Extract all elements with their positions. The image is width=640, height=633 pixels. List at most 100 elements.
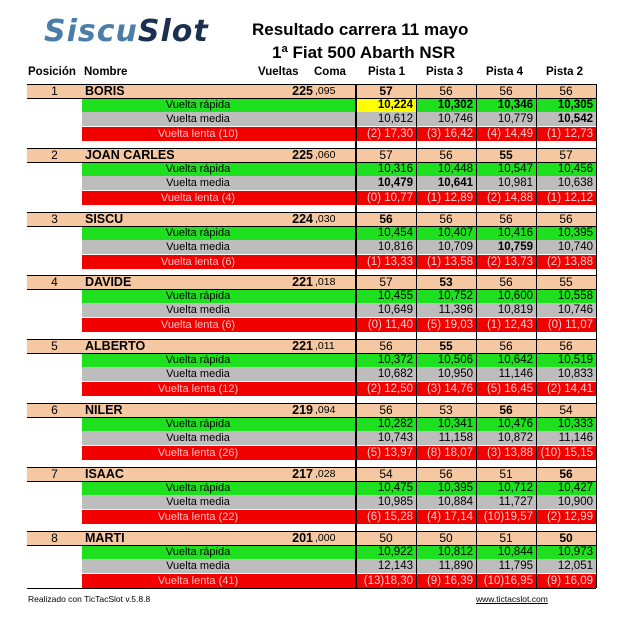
- footer-credit: Realizado con TicTacSlot v.5.8.8: [28, 594, 151, 604]
- slowest-lap: (6) 15,28: [356, 510, 416, 524]
- fastest-lap: 10,448: [416, 162, 476, 176]
- fastest-lap: 10,456: [536, 162, 596, 176]
- blank-cell: [27, 255, 82, 269]
- red-filler: [314, 127, 356, 141]
- label-vuelta-rapida: Vuelta rápida: [82, 162, 314, 176]
- slowest-lap: (3) 14,76: [416, 382, 476, 396]
- label-vuelta-rapida: Vuelta rápida: [82, 98, 314, 112]
- laps-count: 225: [252, 84, 314, 98]
- average-lap: 10,900: [536, 495, 596, 509]
- label-vuelta-rapida: Vuelta rápida: [82, 417, 314, 431]
- slow-lap-count: (26): [218, 447, 239, 459]
- average-lap: 10,985: [356, 495, 416, 509]
- fastest-lap: 10,922: [356, 545, 416, 559]
- blank-cell: [27, 353, 82, 367]
- header-nombre: Nombre: [84, 66, 128, 78]
- fastest-lap: 10,506: [416, 353, 476, 367]
- slow-lap-count: (41): [218, 575, 239, 587]
- grey-filler: [314, 303, 356, 317]
- average-lap: 10,819: [476, 303, 536, 317]
- slowest-lap: (0) 11,40: [356, 318, 416, 332]
- blank-cell: [27, 98, 82, 112]
- blank-cell: [27, 176, 82, 190]
- fastest-lap: 10,558: [536, 289, 596, 303]
- logo-ot: ot: [171, 14, 209, 49]
- laps-per-track: 56: [356, 339, 416, 353]
- average-lap: 11,146: [476, 367, 536, 381]
- label-lenta-text: Vuelta lenta: [160, 256, 219, 268]
- grid-line: [476, 84, 477, 588]
- slowest-lap: (8) 18,07: [416, 446, 476, 460]
- fastest-lap: 10,600: [476, 289, 536, 303]
- fastest-lap: 10,305: [536, 98, 596, 112]
- blank-cell: [27, 191, 82, 205]
- laps-per-track: 50: [416, 531, 476, 545]
- label-vuelta-lenta: Vuelta lenta (6): [82, 255, 314, 269]
- race-title: Resultado carrera 11 mayo: [252, 20, 469, 39]
- fastest-lap: 10,372: [356, 353, 416, 367]
- grid-line: [27, 403, 596, 404]
- red-filler: [314, 446, 356, 460]
- header-coma: Coma: [314, 66, 346, 78]
- average-lap: 10,746: [536, 303, 596, 317]
- average-lap: 10,746: [416, 112, 476, 126]
- label-lenta-text: Vuelta lenta: [157, 447, 216, 459]
- laps-per-track: 53: [416, 403, 476, 417]
- label-vuelta-media: Vuelta media: [82, 559, 314, 573]
- fastest-lap: 10,346: [476, 98, 536, 112]
- header-pista4: Pista 4: [486, 66, 524, 78]
- blank-cell: [27, 112, 82, 126]
- fastest-lap: 10,642: [476, 353, 536, 367]
- fastest-lap: 10,844: [476, 545, 536, 559]
- grey-filler: [314, 495, 356, 509]
- label-vuelta-media: Vuelta media: [82, 303, 314, 317]
- laps-per-track: 54: [356, 467, 416, 481]
- grid-line: [27, 162, 596, 163]
- logo-sl: Sl: [137, 14, 172, 49]
- average-lap: 10,779: [476, 112, 536, 126]
- slowest-lap: (4) 17,14: [416, 510, 476, 524]
- slowest-lap: (1) 12,43: [476, 318, 536, 332]
- grey-filler: [314, 112, 356, 126]
- green-filler: [314, 417, 356, 431]
- laps-fraction: ,094: [314, 403, 356, 417]
- label-vuelta-lenta: Vuelta lenta (4): [82, 191, 314, 205]
- blank-cell: [27, 431, 82, 445]
- label-lenta-text: Vuelta lenta: [157, 383, 216, 395]
- fastest-lap: 10,973: [536, 545, 596, 559]
- blank-cell: [27, 240, 82, 254]
- laps-count: 224: [252, 212, 314, 226]
- red-filler: [314, 510, 356, 524]
- slow-lap-count: (6): [221, 256, 236, 268]
- laps-fraction: ,030: [314, 212, 356, 226]
- laps-per-track: 57: [356, 148, 416, 162]
- laps-fraction: ,028: [314, 467, 356, 481]
- race-subtitle: 1ª Fiat 500 Abarth NSR: [272, 43, 456, 62]
- blank-cell: [27, 367, 82, 381]
- laps-per-track: 56: [416, 212, 476, 226]
- slowest-lap: (1) 12,73: [536, 127, 596, 141]
- slowest-lap: (4) 14,49: [476, 127, 536, 141]
- footer-link[interactable]: www.tictacslot.com: [476, 594, 548, 604]
- driver-name: MARTI: [82, 531, 252, 545]
- label-vuelta-media: Vuelta media: [82, 112, 314, 126]
- grid-line: [596, 84, 597, 588]
- laps-per-track: 56: [416, 148, 476, 162]
- average-lap: 10,682: [356, 367, 416, 381]
- label-vuelta-media: Vuelta media: [82, 176, 314, 190]
- average-lap: 11,890: [416, 559, 476, 573]
- label-vuelta-rapida: Vuelta rápida: [82, 289, 314, 303]
- green-filler: [314, 481, 356, 495]
- average-lap: 10,759: [476, 240, 536, 254]
- laps-count: 217: [252, 467, 314, 481]
- grid-line: [27, 417, 596, 418]
- slowest-lap: (9) 16,39: [416, 574, 476, 588]
- laps-per-track: 56: [356, 212, 416, 226]
- slowest-lap: (1) 12,89: [416, 191, 476, 205]
- label-vuelta-media: Vuelta media: [82, 431, 314, 445]
- label-vuelta-rapida: Vuelta rápida: [82, 545, 314, 559]
- average-lap: 12,143: [356, 559, 416, 573]
- average-lap: 12,051: [536, 559, 596, 573]
- fastest-lap: 10,341: [416, 417, 476, 431]
- laps-per-track: 56: [476, 339, 536, 353]
